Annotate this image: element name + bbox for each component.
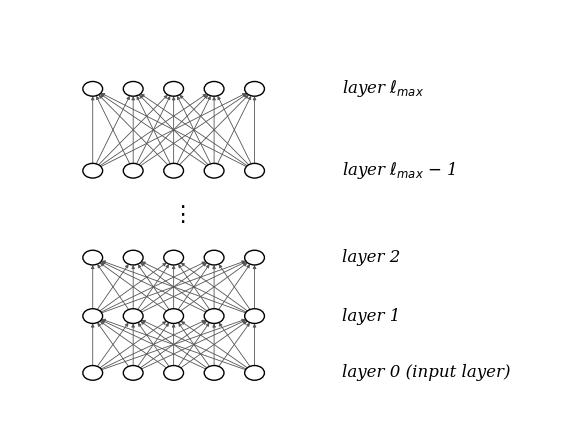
Circle shape — [204, 365, 224, 380]
Circle shape — [245, 82, 264, 96]
Circle shape — [204, 250, 224, 265]
Circle shape — [124, 82, 143, 96]
Circle shape — [164, 163, 183, 178]
Circle shape — [83, 309, 103, 323]
Circle shape — [164, 309, 183, 323]
Text: layer 0 (input layer): layer 0 (input layer) — [342, 365, 511, 381]
Circle shape — [83, 82, 103, 96]
Circle shape — [204, 82, 224, 96]
Text: layer $\ell_{max}$: layer $\ell_{max}$ — [342, 79, 424, 99]
Circle shape — [124, 250, 143, 265]
Circle shape — [83, 365, 103, 380]
Circle shape — [245, 309, 264, 323]
Text: $\vdots$: $\vdots$ — [171, 203, 185, 225]
Circle shape — [83, 250, 103, 265]
Text: layer 2: layer 2 — [342, 249, 401, 266]
Circle shape — [245, 163, 264, 178]
Circle shape — [164, 365, 183, 380]
Circle shape — [124, 309, 143, 323]
Circle shape — [124, 163, 143, 178]
Circle shape — [124, 365, 143, 380]
Text: layer 1: layer 1 — [342, 308, 401, 325]
Circle shape — [245, 365, 264, 380]
Circle shape — [204, 163, 224, 178]
Circle shape — [83, 163, 103, 178]
Circle shape — [204, 309, 224, 323]
Text: layer $\ell_{max}$ $-$ 1: layer $\ell_{max}$ $-$ 1 — [342, 160, 456, 181]
Circle shape — [164, 250, 183, 265]
Circle shape — [164, 82, 183, 96]
Circle shape — [245, 250, 264, 265]
